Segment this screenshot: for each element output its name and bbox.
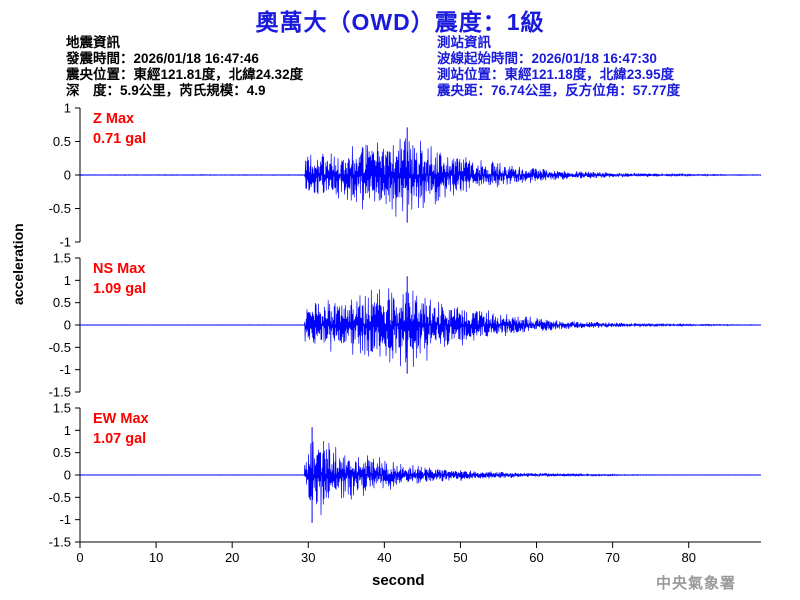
waveform-trace-Z [79, 138, 762, 217]
station-location: 測站位置：東經121.18度，北緯23.95度 [437, 67, 675, 82]
y-axis-label: acceleration [10, 223, 26, 305]
y-tick-label-EW: -1 [59, 512, 71, 527]
max-value-label-EW: 1.07 gal [93, 431, 146, 447]
y-tick-label-NS: 0 [64, 318, 71, 333]
y-tick-label-Z: -0.5 [49, 201, 71, 216]
earthquake-info: 地震資訊 發震時間：2026/01/18 16:47:46 震央位置：東經121… [66, 35, 303, 99]
station-info: 測站資訊 波線起始時間：2026/01/18 16:47:30 測站位置：東經1… [437, 35, 680, 99]
x-tick-label: 40 [377, 550, 391, 565]
max-value-label-NS: 1.09 gal [93, 281, 146, 297]
x-axis-label: second [372, 572, 425, 589]
max-value-label-Z: 0.71 gal [93, 131, 146, 147]
y-tick-label-NS: -1 [59, 362, 71, 377]
y-tick-label-NS: -1.5 [49, 385, 71, 400]
epicenter: 震央位置：東經121.81度，北緯24.32度 [66, 67, 304, 82]
origin-time: 發震時間：2026/01/18 16:47:46 [66, 51, 259, 66]
component-label-EW: EW Max [93, 411, 149, 427]
y-tick-label-EW: 1 [64, 423, 71, 438]
y-tick-label-NS: -0.5 [49, 340, 71, 355]
y-tick-label-NS: 1.5 [53, 251, 71, 266]
y-tick-label-Z: -1 [59, 235, 71, 250]
y-tick-label-Z: 0 [64, 168, 71, 183]
depth-magnitude: 深 度：5.9公里，芮氏規模：4.9 [66, 83, 266, 98]
y-tick-label-NS: 1 [64, 273, 71, 288]
x-tick-label: 10 [149, 550, 163, 565]
component-label-Z: Z Max [93, 111, 134, 127]
waveform-trace-EW [79, 440, 762, 516]
x-tick-label: 80 [681, 550, 695, 565]
x-tick-label: 20 [225, 550, 239, 565]
y-tick-label-EW: 0.5 [53, 445, 71, 460]
y-tick-label-EW: -0.5 [49, 490, 71, 505]
y-tick-label-NS: 0.5 [53, 295, 71, 310]
agency-watermark: 中央氣象署 [656, 574, 737, 592]
y-tick-label-Z: 0.5 [53, 134, 71, 149]
waveform-trace-NS [79, 288, 762, 367]
station-info-heading: 測站資訊 [437, 35, 491, 50]
x-tick-label: 60 [529, 550, 543, 565]
distance-azimuth: 震央距：76.74公里，反方位角：57.77度 [437, 83, 681, 98]
x-tick-label: 0 [76, 550, 83, 565]
wave-start-time: 波線起始時間：2026/01/18 16:47:30 [437, 51, 657, 66]
y-tick-label-EW: -1.5 [49, 535, 71, 550]
x-tick-label: 70 [605, 550, 619, 565]
y-tick-label-EW: 1.5 [53, 401, 71, 416]
y-tick-label-EW: 0 [64, 468, 71, 483]
component-label-NS: NS Max [93, 261, 145, 277]
x-tick-label: 50 [453, 550, 467, 565]
y-tick-label-Z: 1 [64, 101, 71, 116]
x-tick-label: 30 [301, 550, 315, 565]
earthquake-info-heading: 地震資訊 [66, 35, 120, 50]
chart-title: 奧萬大（OWD）震度：1級 [255, 9, 545, 35]
